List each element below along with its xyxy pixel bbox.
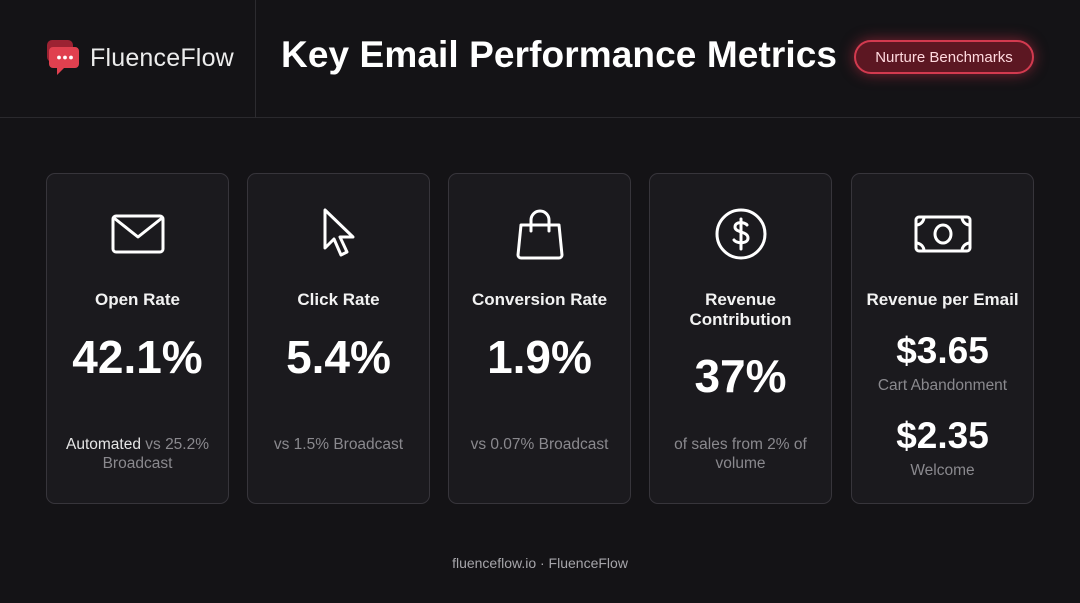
metric-value: 37%	[694, 350, 787, 402]
brand-name: FluenceFlow	[90, 43, 234, 72]
banknote-icon	[913, 206, 973, 262]
comparison-highlight: Automated	[65, 436, 141, 453]
metric-label: Conversion Rate	[471, 290, 608, 309]
metric-cards: Open Rate 42.1% Automated vs 25.2% Broad…	[46, 173, 1034, 504]
metric-comparison: of sales from 2% of volume	[674, 436, 807, 472]
dollar-circle-icon	[711, 206, 771, 262]
header: FluenceFlow Key Email Performance Metric…	[0, 0, 1080, 118]
page-title: Key Email Performance Metrics	[281, 34, 838, 75]
metric-card-open-rate: Open Rate 42.1% Automated vs 25.2% Broad…	[46, 173, 229, 504]
comparison-rest: vs 25.2% Broadcast	[102, 436, 210, 472]
metric-value: 42.1%	[72, 331, 203, 383]
metric-value: 5.4%	[286, 331, 391, 383]
metric-label: Revenue Contribution	[689, 290, 792, 329]
metric-label: Click Rate	[297, 290, 380, 309]
metric-value: 1.9%	[487, 331, 592, 383]
footer-credit: fluenceflow.io · FluenceFlow	[452, 555, 628, 571]
metric-value-welcome: $2.35	[896, 415, 989, 456]
metric-card-revenue-per-email: Revenue per Email $3.65 Cart Abandonment…	[851, 173, 1034, 504]
brand[interactable]: FluenceFlow	[46, 38, 234, 78]
metric-caption-cart-abandonment: Cart Abandonment	[877, 377, 1008, 394]
metric-label: Revenue per Email	[866, 290, 1019, 309]
metric-caption-welcome: Welcome	[910, 462, 975, 479]
metric-comparison: vs 1.5% Broadcast	[273, 436, 404, 453]
metric-comparison: Automated vs 25.2% Broadcast	[57, 435, 218, 473]
cursor-pointer-icon	[309, 206, 369, 262]
metric-value-cart-abandonment: $3.65	[896, 330, 989, 371]
metric-card-click-rate: Click Rate 5.4% vs 1.5% Broadcast	[247, 173, 430, 504]
envelope-icon	[108, 206, 168, 262]
metric-card-revenue-contribution: Revenue Contribution 37% of sales from 2…	[649, 173, 832, 504]
metric-card-conversion-rate: Conversion Rate 1.9% vs 0.07% Broadcast	[448, 173, 631, 504]
header-divider	[255, 0, 256, 118]
metric-comparison: vs 0.07% Broadcast	[470, 436, 609, 453]
shopping-bag-icon	[510, 206, 570, 262]
metric-label: Open Rate	[94, 290, 181, 309]
nurture-benchmarks-badge: Nurture Benchmarks	[854, 40, 1034, 74]
chat-bubble-icon	[47, 40, 79, 75]
